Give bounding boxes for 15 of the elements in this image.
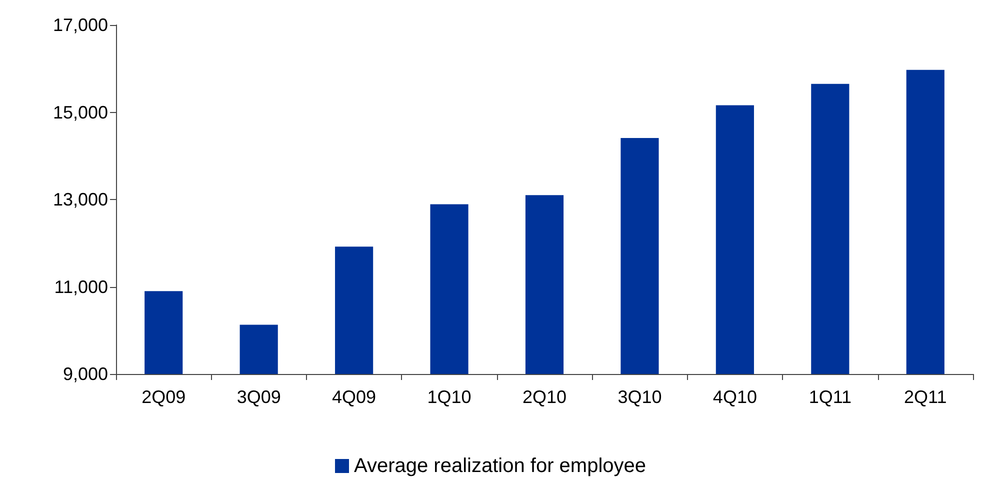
x-tick-label: 4Q09 [332,387,376,407]
legend-label: Average realization for employee [354,455,646,477]
y-tick-label: 13,000 [52,190,108,210]
x-tick-label: 1Q11 [808,387,852,407]
x-tick-label: 2Q10 [522,387,567,407]
x-tick-label: 4Q10 [712,387,757,407]
y-tick-label: 11,000 [54,276,108,297]
y-tick-label: 15,000 [52,102,108,122]
x-tick-label: 2Q09 [142,387,186,407]
x-tick-label: 3Q09 [236,387,281,407]
y-tick-label: 17,000 [52,15,108,35]
y-tick-label: 9,000 [62,364,108,384]
x-tick-label: 3Q10 [618,387,662,407]
x-tick-label: 1Q10 [427,387,472,407]
x-tick-label: 2Q11 [904,387,947,407]
